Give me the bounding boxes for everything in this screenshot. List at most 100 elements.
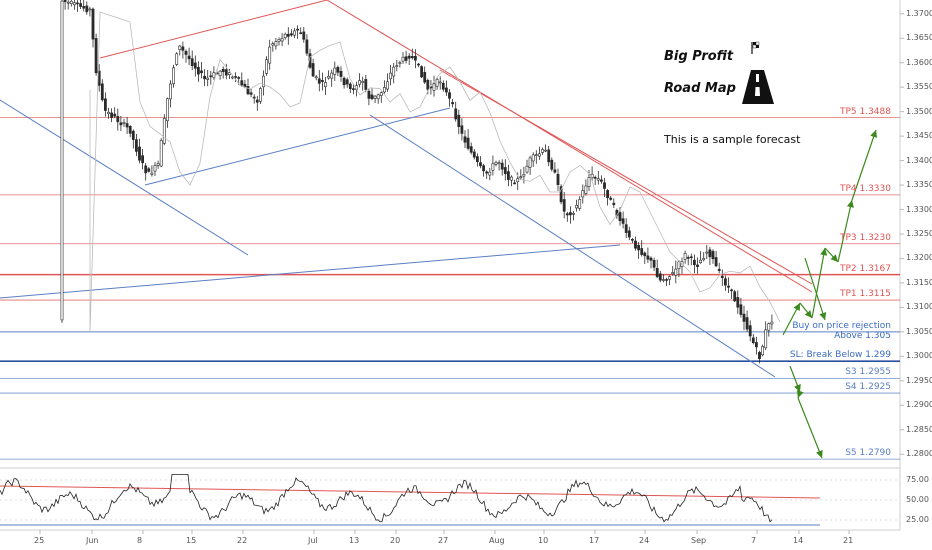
candle-body (751, 337, 755, 344)
candle-body (578, 199, 582, 209)
forecast-arrow (851, 129, 878, 201)
candle-body (166, 98, 169, 122)
candle-body (209, 75, 213, 78)
candle-body (621, 218, 625, 224)
candle-body (510, 176, 513, 181)
candle-body (190, 58, 194, 67)
y-tick-label: 1.35500 (906, 82, 932, 92)
forecast-note: This is a sample forecast (664, 133, 801, 146)
candle-body (401, 56, 405, 62)
candle-body (736, 297, 740, 308)
candle-body (460, 125, 464, 134)
trend-line (0, 99, 249, 256)
candle-body (60, 0, 64, 321)
candle-body (237, 77, 241, 79)
candle-body (258, 88, 262, 102)
candle-body (599, 179, 603, 182)
candle-body (345, 79, 349, 85)
candle-body (469, 146, 473, 153)
candle-body (696, 264, 699, 267)
x-tick-label: 10 (538, 536, 549, 545)
candle-body (572, 213, 575, 215)
trend-line (369, 114, 776, 378)
candle-body (392, 66, 396, 77)
candle-body (491, 163, 495, 171)
candle-body (472, 151, 476, 158)
x-tick-label: 22 (237, 536, 248, 545)
candle-body (280, 38, 284, 42)
level-label: TP4 1.3330 (839, 183, 891, 194)
candle-body (714, 257, 718, 267)
candle-body (727, 285, 730, 288)
candle-body (568, 212, 572, 216)
level-label: TP3 1.3230 (839, 232, 891, 243)
candle-body (289, 33, 293, 36)
forecast-arrow (824, 247, 839, 263)
y-tick-label: 1.33000 (906, 204, 932, 214)
osc-tick-label: 25.00 (906, 515, 929, 524)
x-axis (39, 530, 850, 534)
candle-body (497, 162, 501, 165)
y-tick-label: 1.28500 (906, 424, 932, 434)
candle-body (79, 3, 83, 7)
candle-body (537, 153, 541, 157)
candle-body (550, 159, 554, 170)
candle-body (128, 125, 132, 134)
x-tick-label: Jul (308, 536, 318, 545)
candle-body (708, 249, 712, 258)
candle-body (268, 46, 272, 64)
candle-body (364, 79, 368, 90)
level-label: S5 1.2790 (845, 448, 891, 459)
candle-body (73, 2, 76, 6)
x-tick-label: 21 (843, 536, 854, 545)
candle-body (398, 62, 402, 64)
candle-body (618, 212, 622, 222)
candle-body (91, 8, 95, 40)
x-tick-label: 8 (137, 536, 143, 545)
candle-body (76, 2, 79, 5)
forecast-arrow (837, 199, 854, 263)
candle-body (228, 72, 231, 75)
candle-body (197, 67, 200, 75)
candle-body (382, 87, 386, 93)
candle-body (522, 173, 526, 177)
candle-body (745, 317, 749, 330)
candle-body (649, 257, 653, 261)
candle-body (475, 156, 479, 162)
candle-body (138, 146, 141, 161)
candle-body (503, 167, 507, 174)
candle-body (587, 177, 591, 188)
candle-body (562, 199, 566, 212)
candle-body (643, 252, 647, 257)
candle-body (479, 162, 482, 167)
candle-body (513, 182, 517, 185)
candle-body (764, 329, 768, 349)
candle-body (162, 118, 166, 144)
candle-body (699, 259, 703, 264)
candle-body (655, 267, 659, 278)
candle-body (386, 81, 389, 90)
forecast-arrow (782, 302, 801, 336)
candle-body (150, 172, 154, 175)
candle-body (689, 256, 693, 259)
candle-body (159, 140, 163, 167)
candle-body (286, 33, 290, 37)
trend-line (99, 0, 328, 59)
candle-body (125, 123, 129, 128)
candle-body (454, 108, 458, 120)
y-tick-label: 1.30000 (906, 351, 932, 361)
y-tick-label: 1.32500 (906, 229, 932, 238)
candle-body (224, 69, 228, 76)
forecast-arrows (782, 129, 878, 459)
candle-body (271, 43, 275, 46)
candle-body (606, 190, 610, 199)
forecast-arrow (804, 257, 827, 321)
candle-body (302, 31, 306, 40)
candle-body (218, 70, 222, 76)
candle-body (531, 154, 535, 162)
candle-body (255, 99, 259, 103)
candle-body (541, 149, 544, 153)
candle-body (767, 323, 771, 331)
candle-body (246, 86, 250, 95)
